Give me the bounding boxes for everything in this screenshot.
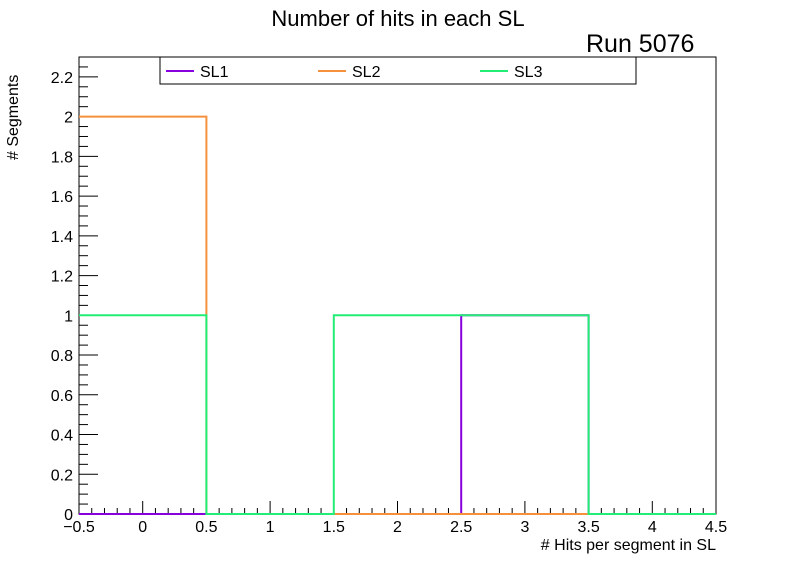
x-tick-label: 4 [648,519,657,536]
y-tick-label: 0 [64,507,73,524]
x-tick-label: 2 [393,519,402,536]
series-layer [79,115,716,515]
y-tick-label: 1.2 [51,269,73,286]
y-tick-label: 1.8 [51,149,73,166]
y-tick-label: 2 [64,110,73,127]
run-label: Run 5076 [586,30,695,58]
x-tick-label: 3 [520,519,529,536]
legend-box [159,56,637,85]
x-tick-label: 0.5 [195,519,217,536]
legend-label-sl1: SL1 [200,64,229,81]
x-tick-label: −0.5 [63,519,95,536]
y-tick-label: 0.8 [51,348,73,365]
x-tick-label: 2.5 [450,519,472,536]
y-tick-label: 0.4 [51,428,73,445]
x-tick-label: 1.5 [323,519,345,536]
x-axis-label: # Hits per segment in SL [540,537,716,554]
series-line-sl1 [79,314,716,515]
y-tick-label: 1.6 [51,189,73,206]
y-axis-ticks: 0 0.2 0.4 0.6 0.8 1 1.2 1.4 1.6 1.8 2 2.2 [51,56,98,524]
x-tick-label: 1 [266,519,275,536]
legend: SL1 SL2 SL3 [159,56,637,85]
y-tick-label: 2.2 [51,70,73,87]
y-tick-label: 0.2 [51,467,73,484]
y-axis-label: # Segments [5,74,22,160]
legend-label-sl3: SL3 [514,64,543,81]
series-line-sl3 [79,314,716,515]
x-tick-label: 3.5 [577,519,599,536]
y-tick-label: 1.4 [51,229,73,246]
y-tick-label: 1 [64,308,73,325]
x-axis-ticks: −0.5 0 0.5 1 1.5 2 2.5 3 3.5 4 4.5 [63,501,727,536]
x-tick-label: 0 [138,519,147,536]
x-tick-label: 4.5 [705,519,727,536]
plot-area-border [78,56,717,515]
plot-frame: −0.5 0 0.5 1 1.5 2 2.5 3 3.5 4 4.500.20.40.60.811.… [51,56,727,536]
y-tick-label: 0.6 [51,388,73,405]
chart-title: Number of hits in each SL [271,6,525,31]
legend-label-sl2: SL2 [352,64,381,81]
